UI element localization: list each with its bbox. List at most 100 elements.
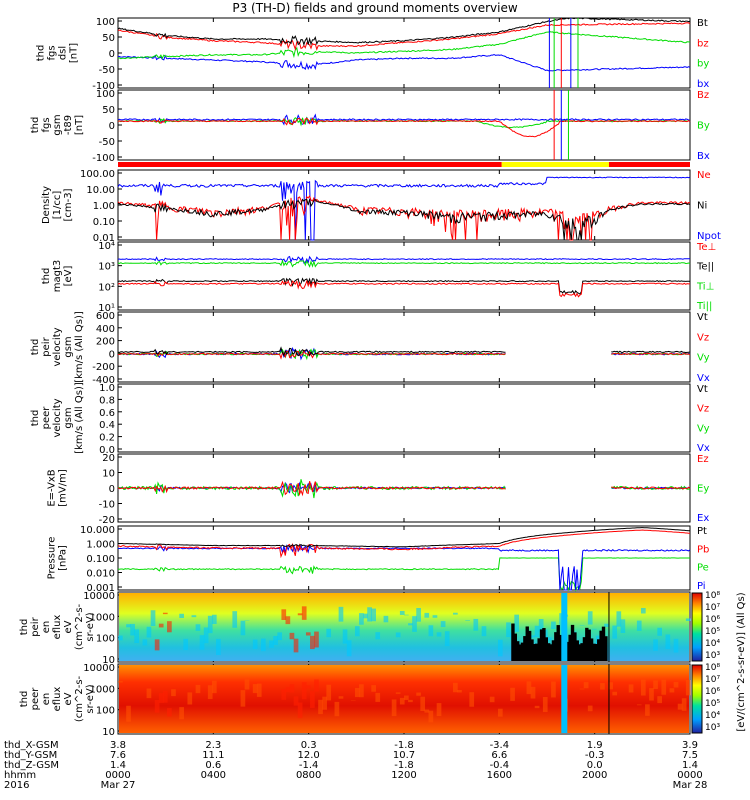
spectrogram-cell: [371, 608, 376, 622]
y-tick-label: 100: [96, 706, 115, 717]
spectrogram-cell: [640, 679, 646, 696]
spectrogram-cell: [281, 609, 287, 621]
y-tick-label: 10⁴: [98, 241, 115, 252]
y-axis-label-line: peir: [30, 616, 41, 636]
y-axis-label-line: velocity: [52, 398, 63, 437]
colorbar-tick-label: 10⁷: [705, 603, 720, 613]
spectrogram-cell: [428, 625, 434, 637]
y-axis-label-line: peer: [41, 406, 52, 430]
spectrogram-cell: [657, 627, 662, 636]
legend-entry: bx: [697, 79, 709, 90]
spectrogram-cell: [404, 695, 409, 700]
legend-entry: Vy: [697, 423, 710, 434]
legend-entry: Vx: [697, 443, 710, 454]
spectrogram-cell: [506, 622, 511, 638]
legend-entry: Ti||: [696, 301, 712, 312]
spectrogram-cell: [436, 632, 442, 637]
y-axis-label-line: E=-VxB: [47, 469, 58, 506]
y-axis-label-line: [nT]: [74, 115, 85, 135]
spectrogram-cell: [636, 620, 642, 631]
spectrogram-cell: [399, 610, 405, 615]
spectrogram-cell: [583, 682, 589, 689]
spectrogram-noflux: [537, 638, 541, 661]
colorbar: [691, 592, 703, 662]
y-axis-label-line: eflux: [52, 615, 63, 640]
y-axis-label-line: thd: [41, 268, 52, 285]
y-tick-label: 1.000: [86, 540, 115, 551]
spectrogram-noflux: [544, 637, 548, 661]
spectrogram-noflux: [518, 644, 522, 661]
y-tick-label: 10²: [98, 282, 115, 293]
spectrogram-cell: [269, 640, 274, 648]
spectrogram-cell: [130, 623, 135, 636]
y-tick-label: 20: [102, 453, 115, 464]
x-axis-value: 6.6: [491, 750, 507, 761]
y-axis-label: thdpeervelocitygsm[km/s (All Qs)]: [30, 382, 85, 454]
spectrogram-noflux: [547, 643, 551, 661]
legend-entry: Vt: [697, 384, 708, 395]
spectrogram-cell: [146, 688, 152, 699]
y-axis-label: E=-VxB[mV/m]: [47, 469, 69, 507]
spectrogram-cell: [534, 705, 540, 709]
spectrogram-cell: [371, 685, 376, 692]
legend-entry: Ez: [697, 454, 709, 465]
spectrogram-noflux: [516, 641, 520, 661]
y-axis-label-line: [mV/m]: [58, 469, 69, 507]
legend-entry: Vz: [697, 332, 709, 343]
spectrogram-cell: [591, 628, 597, 630]
legend-entry: Npot: [697, 231, 721, 242]
spectrogram-cell: [673, 681, 679, 688]
y-tick-label: 0.8: [99, 395, 115, 406]
y-tick-label: 50: [102, 105, 115, 116]
spectrogram-cell: [338, 696, 344, 699]
y-tick-label: 100: [96, 89, 115, 100]
spectrogram-noflux: [535, 643, 539, 661]
x-axis-value: 0000: [677, 770, 702, 781]
x-axis-value: -1.8: [394, 760, 414, 771]
spectrogram-cell: [514, 614, 519, 632]
spectrogram-cell: [154, 700, 160, 713]
spectrogram-cell: [653, 680, 658, 689]
y-axis-label-line: eflux: [52, 687, 63, 712]
spectrogram-cell: [167, 621, 172, 633]
legend-entry: Te||: [696, 262, 714, 273]
spectrogram-cell: [375, 692, 381, 702]
x-axis-value: 0400: [201, 770, 226, 781]
spectrogram-cell: [616, 611, 622, 627]
x-axis-value: 2000: [582, 770, 607, 781]
y-axis-label-line: peer: [30, 687, 41, 711]
spectrogram-noflux: [570, 624, 575, 661]
figure-title: P3 (TH-D) fields and ground moments over…: [232, 1, 517, 15]
spectrogram-cell: [465, 620, 470, 621]
series-bx: [118, 53, 691, 72]
spectrogram-cell: [314, 679, 319, 692]
spectrogram-cell: [183, 638, 189, 651]
spectrogram-cell: [440, 621, 446, 628]
y-axis-label-line: thd: [30, 410, 41, 427]
legend-entry: Vt: [697, 312, 708, 323]
y-axis-label-line: thd: [19, 619, 30, 636]
y-tick-label: 1.00: [93, 201, 115, 212]
y-tick-label: -20: [99, 515, 115, 526]
spectrogram-cell: [326, 628, 332, 638]
legend-entry: Pe: [697, 563, 709, 574]
x-axis-value: 3.9: [682, 740, 698, 751]
y-tick-label: 10.00: [86, 185, 115, 196]
y-axis-label-line: (cm^2-s-: [74, 675, 85, 722]
spectrogram-cell: [661, 679, 667, 695]
x-axis-value: 0800: [296, 770, 321, 781]
spectrogram-cell: [334, 701, 340, 717]
y-tick-label: 0.0: [99, 445, 115, 456]
y-axis-label-line: [1/cc]: [52, 191, 63, 220]
series-Npot: [117, 176, 691, 241]
y-tick-label: 0.100: [86, 554, 115, 565]
spectrogram-cell: [604, 623, 609, 627]
y-tick-label: 200: [96, 337, 115, 348]
y-tick-label: -200: [92, 362, 115, 373]
mode-bar-slow: [118, 162, 502, 167]
spectrogram-cell: [150, 610, 156, 627]
spectrogram-cell: [354, 687, 360, 698]
legend-entry: Bx: [697, 151, 710, 162]
spectrogram-noflux: [601, 626, 606, 661]
spectrogram-cell: [310, 691, 315, 708]
